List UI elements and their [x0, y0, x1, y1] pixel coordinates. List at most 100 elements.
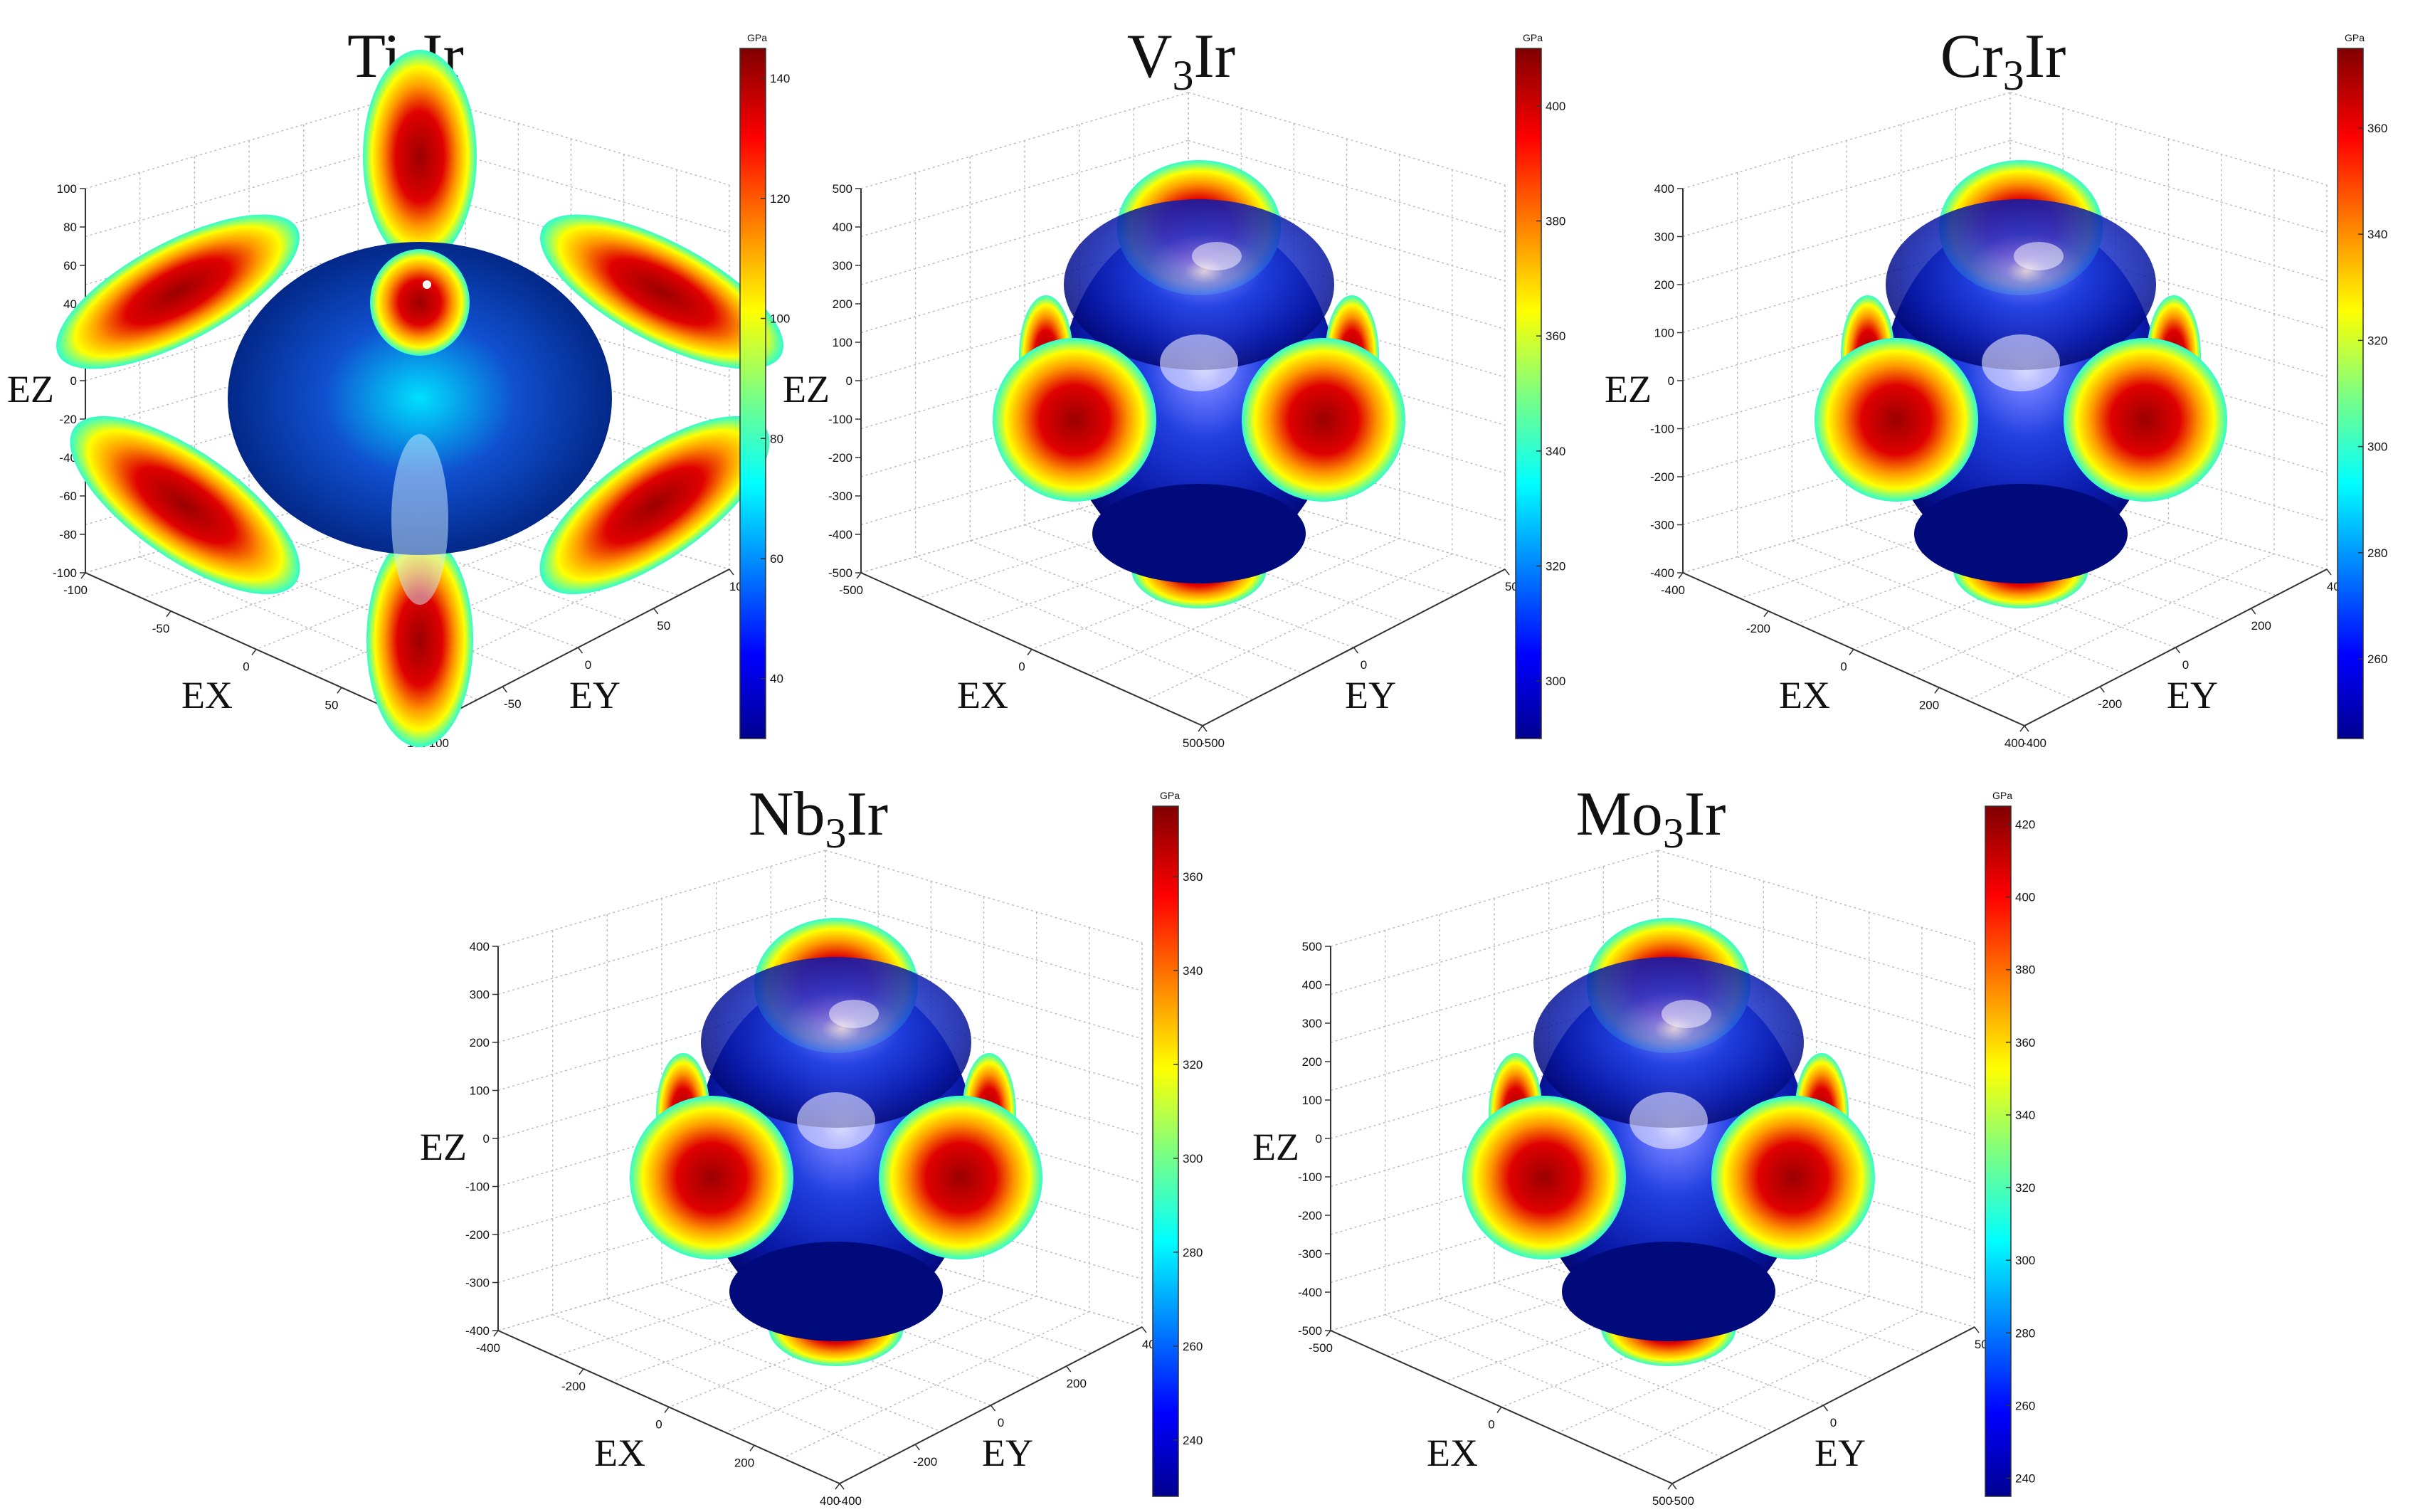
x-axis-label: EX [957, 674, 1008, 717]
surface-lobe [630, 1096, 793, 1259]
x-tick-label: -50 [152, 622, 170, 635]
colorbar-tick-label: 300 [2015, 1254, 2035, 1267]
y-axis-label: EY [2167, 674, 2218, 717]
z-tick-label: -200 [828, 451, 852, 465]
grid-line [860, 92, 1189, 189]
grid-line [1615, 1311, 1923, 1459]
colorbar [1515, 48, 1542, 739]
surface-lobe [540, 214, 783, 369]
z-tick-label: 100 [470, 1084, 490, 1098]
x-tick-label: 0 [1840, 660, 1847, 674]
grid-line [782, 1311, 1090, 1459]
colorbar-tick-label: 340 [1183, 964, 1203, 978]
colorbar-tick-label: 420 [2015, 818, 2035, 832]
colorbar-tick-label: 340 [2367, 228, 2387, 241]
colorbar [2337, 48, 2364, 739]
z-tick-label: 100 [1302, 1094, 1322, 1107]
surface-body [1064, 199, 1334, 370]
x-tick-label: -500 [1309, 1341, 1333, 1355]
grid-line [1657, 850, 1975, 943]
panel-ti3ir: Ti3Ir100806040200-20-40-60-80-100-100-50… [7, 22, 790, 750]
surface-body [228, 242, 612, 555]
surface-highlight [1982, 334, 2060, 391]
z-tick-label: -300 [828, 490, 852, 503]
surface-lobe [370, 249, 470, 356]
z-tick-label: -500 [1298, 1324, 1322, 1338]
y-tick-label: 50 [657, 619, 670, 633]
x-tick-label: -200 [561, 1380, 586, 1393]
colorbar-tick-label: 260 [2367, 652, 2387, 666]
colorbar-tick-label: 360 [2015, 1036, 2035, 1050]
y-tick-label: 0 [1361, 658, 1367, 672]
y-axis-label: EY [982, 1432, 1033, 1474]
grid-line [1145, 553, 1453, 701]
y-tick-label: 0 [2182, 658, 2189, 672]
z-tick-label: 300 [1654, 231, 1674, 244]
grid-line [2009, 139, 2328, 234]
colorbar-tick-label: 40 [770, 672, 783, 686]
z-tick-label: -80 [59, 528, 77, 541]
y-tick-mark [2175, 647, 2181, 654]
x-tick-label: 0 [1488, 1418, 1494, 1432]
colorbar-tick-label: 120 [770, 192, 790, 206]
x-tick-mark [749, 1444, 755, 1452]
surface [56, 50, 783, 747]
grid-line [85, 139, 413, 238]
z-tick-label: -400 [1298, 1286, 1322, 1299]
x-tick-label: 0 [1018, 660, 1025, 674]
surface-lobe [56, 214, 300, 369]
grid-line [915, 556, 1254, 700]
surface-highlight [1192, 242, 1242, 270]
colorbar [1985, 805, 2012, 1497]
surface-highlight [2014, 242, 2064, 270]
colorbar-tick-label: 260 [2015, 1399, 2035, 1412]
grid-line [1682, 92, 2011, 189]
z-tick-label: 60 [63, 259, 77, 273]
z-tick-label: 500 [1302, 940, 1322, 953]
grid-line [1188, 92, 1506, 186]
z-tick-label: -100 [465, 1180, 490, 1194]
surface-body [1914, 484, 2128, 583]
colorbar-unit: GPa [1523, 32, 1543, 43]
colorbar-tick-label: 100 [770, 312, 790, 326]
x-tick-label: 0 [655, 1418, 662, 1432]
colorbar-tick-label: 280 [2367, 546, 2387, 560]
x-tick-mark [166, 610, 171, 618]
y-tick-mark [1671, 1483, 1677, 1490]
y-tick-mark [1141, 1326, 1147, 1333]
y-tick-mark [577, 647, 583, 654]
x-tick-label: 500 [1183, 736, 1203, 750]
colorbar-tick-label: 140 [770, 72, 790, 85]
surface-body [1886, 199, 2156, 370]
grid-line [825, 850, 1143, 943]
x-tick-label: -400 [476, 1341, 500, 1355]
y-tick-mark [2326, 569, 2332, 576]
y-tick-label: 0 [1830, 1416, 1837, 1429]
grid-line [497, 897, 826, 995]
surface-body [1533, 957, 1804, 1128]
y-tick-mark [2251, 608, 2256, 615]
colorbar-tick-label: 380 [1546, 215, 1565, 228]
y-tick-label: -500 [1200, 736, 1225, 750]
x-tick-mark [1326, 1330, 1331, 1337]
colorbar-tick-label: 320 [2015, 1181, 2035, 1195]
surface-lobe [70, 416, 300, 595]
y-tick-label: -400 [838, 1494, 862, 1508]
grid-line [825, 897, 1143, 992]
z-tick-label: -400 [465, 1324, 490, 1338]
x-tick-mark [1198, 725, 1203, 732]
x-tick-mark [251, 649, 257, 655]
panel-nb3ir: Nb3Ir 400 300 200 100 0 -100 -200 -300 -400 -400 -2… [420, 780, 1203, 1508]
colorbar-tick-label: 360 [1546, 329, 1565, 343]
y-tick-label: 0 [585, 658, 591, 672]
surface-highlight [829, 1000, 879, 1028]
surface-lobe [1815, 338, 1978, 502]
x-tick-mark [1496, 1407, 1502, 1413]
z-tick-label: 400 [833, 221, 852, 234]
z-tick-label: 200 [470, 1036, 490, 1050]
colorbar-tick-label: 360 [1183, 870, 1203, 884]
z-axis-label: EZ [1252, 1126, 1299, 1168]
x-tick-mark [493, 1330, 499, 1337]
colorbar-unit: GPa [2345, 32, 2365, 43]
surface-highlight [1662, 1000, 1711, 1028]
